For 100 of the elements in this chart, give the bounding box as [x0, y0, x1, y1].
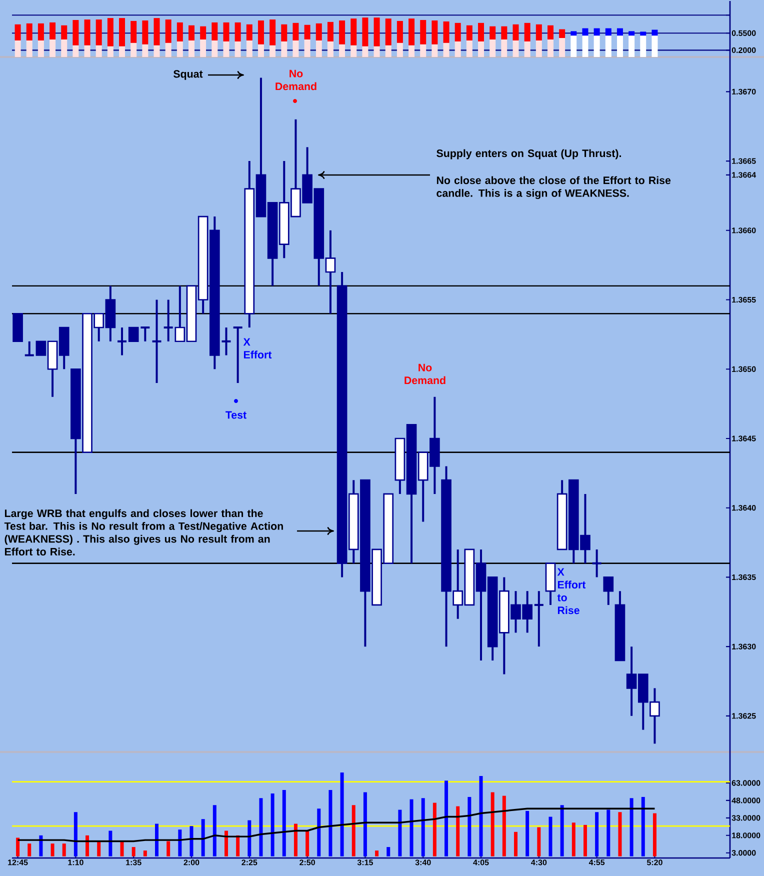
bar: [595, 812, 599, 856]
bar: [62, 844, 66, 856]
y-tick-label: 0.5500: [732, 30, 756, 36]
y-tick-label: 1.3664: [732, 172, 756, 178]
bar: [386, 847, 390, 856]
x-tick-label: 12:45: [8, 860, 28, 866]
x-tick-label: 2:25: [242, 860, 258, 866]
bar: [108, 830, 112, 856]
bar: [317, 808, 321, 856]
annotation: X Effort to Rise: [557, 568, 586, 614]
bar: [132, 847, 136, 856]
x-tick-label: 4:55: [588, 860, 605, 866]
bar: [537, 827, 541, 856]
bar: [236, 835, 240, 856]
bar: [155, 824, 159, 856]
bar: [572, 822, 576, 856]
bar: [97, 841, 101, 856]
candlestick: [116, 326, 128, 356]
bar: [306, 830, 310, 856]
x-tick-label: 1:35: [126, 860, 142, 866]
bar: [16, 838, 20, 856]
bar: [398, 810, 402, 856]
x-tick-label: 1:10: [68, 860, 84, 866]
candlestick: [591, 548, 602, 578]
annotation: Squat: [174, 70, 203, 80]
bar: [120, 841, 124, 856]
bar: [39, 835, 43, 856]
bar: [490, 792, 494, 856]
bar: [652, 30, 658, 36]
candlestick: [151, 298, 162, 384]
bar: [479, 776, 483, 856]
bar: [606, 810, 610, 856]
x-tick-label: 2:00: [184, 860, 200, 866]
bar: [630, 798, 634, 856]
bar: [248, 820, 252, 856]
candlestick: [162, 298, 174, 342]
bar: [201, 819, 205, 856]
bar: [294, 824, 298, 856]
bar: [570, 31, 577, 36]
bar: [166, 841, 170, 856]
bar: [178, 830, 182, 856]
y-tick-label: 1.3645: [732, 436, 756, 442]
y-tick-label: 1.3665: [732, 158, 756, 164]
x-tick-label: 4:30: [531, 860, 547, 866]
bar: [421, 798, 425, 856]
bar: [74, 812, 78, 856]
x-tick-label: 3:15: [357, 860, 373, 866]
bar: [259, 798, 263, 856]
y-tick-label: 1.3635: [732, 574, 756, 580]
y-tick-label: 1.3650: [732, 366, 756, 372]
y-tick-label: 3.0000: [732, 850, 756, 856]
x-tick-label: 2:50: [300, 860, 315, 866]
bar: [50, 844, 54, 856]
annotation: Test: [226, 411, 246, 419]
y-tick-label: 1.3655: [732, 296, 756, 303]
y-tick-label: 33.0000: [732, 815, 760, 821]
annotation: Large WRB that engulfs and closes lower than the Test bar. This is No result from a Test/Negative Action (WEAKNESS) . This also gives us No result from an Effort to Rise.: [4, 509, 283, 556]
bar: [212, 805, 216, 856]
candlestick: [533, 590, 544, 648]
bar: [328, 790, 332, 856]
bar: [352, 805, 356, 856]
y-tick-label: 1.3625: [732, 713, 756, 719]
bar: [526, 810, 530, 856]
y-tick-label: 1.3630: [732, 644, 756, 650]
bar: [618, 812, 622, 856]
x-tick-label: 4:05: [473, 860, 489, 866]
bar: [583, 824, 587, 856]
annotation: No Demand: [276, 70, 316, 90]
bar: [282, 790, 286, 856]
bar: [432, 802, 436, 856]
bar: [143, 850, 147, 856]
bar: [652, 813, 656, 856]
bar: [375, 850, 379, 856]
bar: [640, 32, 646, 36]
bar: [444, 780, 448, 856]
annotation: Supply enters on Squat (Up Thrust).: [436, 149, 622, 160]
annotation: No Demand: [404, 364, 446, 384]
bar: [560, 805, 564, 856]
y-tick-label: 18.0000: [732, 832, 760, 838]
bar: [548, 816, 552, 856]
bar: [468, 796, 472, 856]
x-tick-label: 5:20: [646, 860, 662, 866]
bar: [456, 806, 460, 856]
annotation: No close above the close of the Effort to Rise candle. This is a sign of WEAKNESS.: [436, 176, 671, 200]
bar: [514, 832, 518, 856]
y-tick-label: 63.0000: [732, 780, 760, 786]
bar: [628, 31, 635, 36]
bar: [641, 796, 645, 856]
bar: [28, 844, 32, 856]
annotation: X Effort: [243, 338, 272, 359]
bar: [86, 835, 90, 856]
bar: [340, 772, 344, 856]
y-tick-label: 1.3660: [732, 228, 756, 234]
candlestick: [24, 340, 35, 356]
y-tick-label: 0.2000: [732, 47, 756, 54]
candlestick: [232, 326, 244, 384]
bar: [363, 792, 367, 856]
bar: [270, 793, 274, 856]
y-tick-label: 1.3640: [732, 505, 756, 511]
y-tick-label: 1.3670: [732, 88, 756, 95]
